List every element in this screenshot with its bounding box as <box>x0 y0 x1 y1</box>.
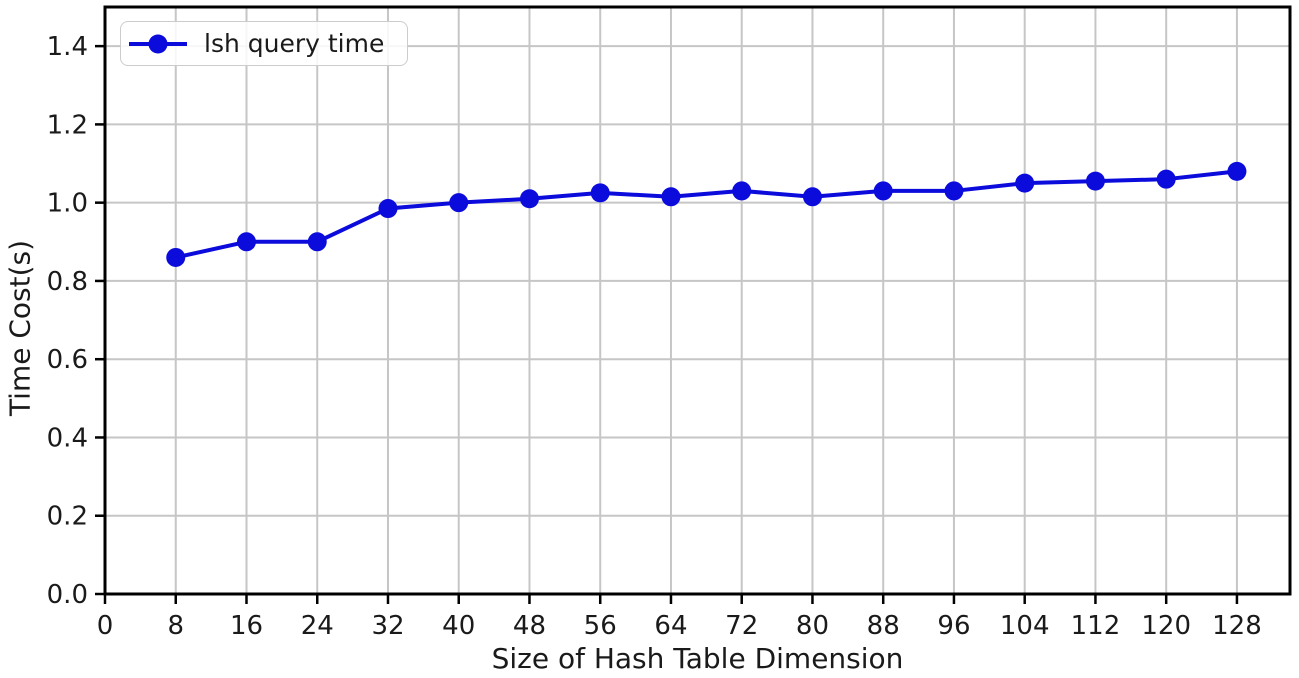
x-tick-label: 40 <box>442 611 475 641</box>
data-point-marker <box>1227 161 1247 181</box>
data-point-marker <box>732 181 752 201</box>
y-tick-label: 1.2 <box>47 110 88 140</box>
data-point-marker <box>661 187 681 207</box>
legend-sample-marker <box>148 34 168 53</box>
data-point-marker <box>307 232 327 252</box>
data-point-marker <box>236 232 256 252</box>
x-tick-label: 48 <box>513 611 546 641</box>
data-point-marker <box>449 193 469 213</box>
x-tick-label: 64 <box>654 611 687 641</box>
x-tick-label: 120 <box>1141 611 1191 641</box>
x-tick-label: 0 <box>97 611 114 641</box>
data-point-marker <box>802 187 822 207</box>
y-tick-label: 1.4 <box>47 32 88 62</box>
x-tick-label: 72 <box>725 611 758 641</box>
data-point-marker <box>1015 173 1035 193</box>
legend-line-marker-icon <box>129 34 187 53</box>
x-tick-label: 32 <box>371 611 404 641</box>
data-point-marker <box>519 189 539 209</box>
series-line <box>173 169 1239 260</box>
y-tick-label: 0.8 <box>47 267 88 297</box>
legend-label: lsh query time <box>204 29 385 58</box>
x-tick-label: 56 <box>584 611 617 641</box>
data-point-marker <box>944 181 964 201</box>
data-point-marker <box>1156 169 1176 189</box>
y-axis-label: Time Cost(s) <box>3 239 37 417</box>
y-tick-label: 0.0 <box>47 580 88 610</box>
data-point-marker <box>590 183 610 203</box>
data-point-marker <box>873 181 893 201</box>
x-tick-label: 8 <box>167 611 184 641</box>
data-point-marker <box>166 247 186 267</box>
y-tick-label: 1.0 <box>47 189 88 219</box>
x-tick-label: 104 <box>1000 611 1050 641</box>
plot-border <box>103 5 1292 596</box>
x-tick-label: 88 <box>867 611 900 641</box>
x-tick-label: 16 <box>230 611 263 641</box>
y-tick-label: 0.4 <box>47 423 88 453</box>
data-point-marker <box>1085 171 1105 191</box>
x-axis-label: Size of Hash Table Dimension <box>491 642 904 675</box>
x-tick-label: 128 <box>1212 611 1262 641</box>
x-tick-label: 112 <box>1071 611 1121 641</box>
x-tick-label: 24 <box>301 611 334 641</box>
x-tick-label: 80 <box>796 611 829 641</box>
y-tick-label: 0.6 <box>47 345 88 375</box>
x-tick-label: 96 <box>937 611 970 641</box>
y-tick-label: 0.2 <box>47 502 88 532</box>
legend: lsh query time <box>120 21 408 66</box>
data-point-marker <box>378 199 398 219</box>
